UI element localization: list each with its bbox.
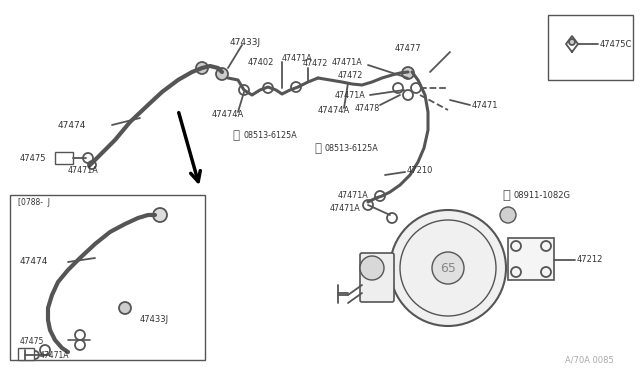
Bar xyxy=(10,195,205,360)
Text: 47472: 47472 xyxy=(338,71,364,80)
Circle shape xyxy=(363,200,373,210)
Text: 47471A: 47471A xyxy=(68,166,99,174)
Text: 47402: 47402 xyxy=(248,58,275,67)
Text: 47433J: 47433J xyxy=(140,315,169,324)
Text: 47477: 47477 xyxy=(395,44,422,52)
Circle shape xyxy=(119,302,131,314)
Text: 47475C: 47475C xyxy=(600,39,632,48)
Circle shape xyxy=(500,207,516,223)
Circle shape xyxy=(196,62,208,74)
Text: Ⓝ: Ⓝ xyxy=(502,189,510,202)
Text: Ⓢ: Ⓢ xyxy=(314,141,321,154)
Text: 47474A: 47474A xyxy=(318,106,350,115)
Bar xyxy=(55,152,73,164)
Text: A/70A 0085: A/70A 0085 xyxy=(565,356,614,365)
Circle shape xyxy=(390,210,506,326)
Circle shape xyxy=(83,153,93,163)
Bar xyxy=(508,238,554,280)
Text: 47474: 47474 xyxy=(58,121,86,129)
Circle shape xyxy=(360,256,384,280)
FancyBboxPatch shape xyxy=(360,253,394,302)
Circle shape xyxy=(153,208,167,222)
Text: 47471A: 47471A xyxy=(282,54,313,62)
Text: 08513-6125A: 08513-6125A xyxy=(325,144,379,153)
Circle shape xyxy=(411,83,421,93)
Text: [0788-  J: [0788- J xyxy=(18,198,50,206)
Circle shape xyxy=(387,213,397,223)
Circle shape xyxy=(393,83,403,93)
Text: 47474A: 47474A xyxy=(212,109,244,119)
Text: 08513-6125A: 08513-6125A xyxy=(243,131,297,140)
Text: 47475: 47475 xyxy=(20,337,44,346)
Circle shape xyxy=(239,85,249,95)
Circle shape xyxy=(75,330,85,340)
Circle shape xyxy=(216,68,228,80)
Text: 47474: 47474 xyxy=(20,257,49,266)
Text: 47478: 47478 xyxy=(355,103,380,112)
Text: 47471A: 47471A xyxy=(335,90,365,99)
Text: 47471: 47471 xyxy=(472,100,499,109)
Circle shape xyxy=(40,345,50,355)
Circle shape xyxy=(569,39,575,45)
Circle shape xyxy=(432,252,464,284)
Circle shape xyxy=(75,340,85,350)
Circle shape xyxy=(403,90,413,100)
Text: 47471A: 47471A xyxy=(338,190,369,199)
Text: 65: 65 xyxy=(440,262,456,275)
Circle shape xyxy=(263,83,273,93)
Text: 47210: 47210 xyxy=(407,166,433,174)
Circle shape xyxy=(291,82,301,92)
Text: 47471A: 47471A xyxy=(40,352,70,360)
Circle shape xyxy=(375,191,385,201)
Text: 47433J: 47433J xyxy=(230,38,261,46)
Text: 47471A: 47471A xyxy=(330,203,361,212)
Circle shape xyxy=(88,161,96,169)
Text: 47471A: 47471A xyxy=(332,58,363,67)
Text: 47475: 47475 xyxy=(20,154,47,163)
Text: 47472: 47472 xyxy=(303,58,328,67)
Text: 47212: 47212 xyxy=(577,256,604,264)
Bar xyxy=(18,348,34,360)
Circle shape xyxy=(402,67,414,79)
Text: 08911-1082G: 08911-1082G xyxy=(514,190,571,199)
Bar xyxy=(548,15,633,80)
Circle shape xyxy=(31,351,39,359)
Text: Ⓢ: Ⓢ xyxy=(232,128,239,141)
